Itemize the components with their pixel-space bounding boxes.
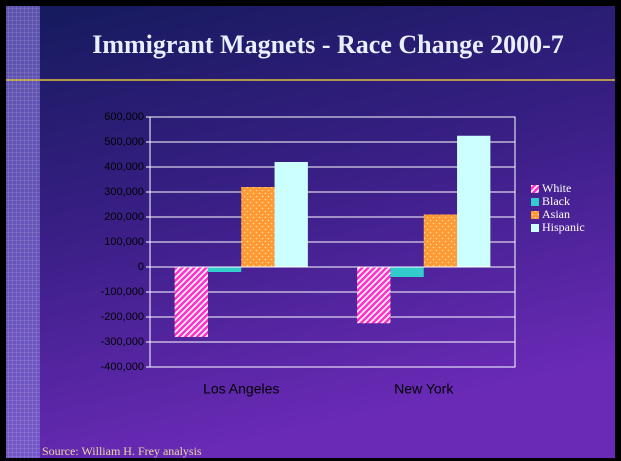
legend-swatch — [531, 185, 539, 193]
bar — [241, 187, 275, 267]
bar — [207, 267, 242, 272]
legend-label: Hispanic — [542, 220, 585, 234]
legend-label: Black — [542, 194, 570, 208]
y-tick-label: 600,000 — [104, 111, 144, 123]
plot-frame — [149, 116, 516, 368]
y-tick-label: 200,000 — [104, 211, 144, 223]
background — [6, 6, 615, 458]
y-tick-label: -100,000 — [101, 286, 144, 298]
side-strip — [6, 6, 40, 458]
y-tick-label: -200,000 — [101, 311, 144, 323]
bar — [390, 267, 424, 277]
x-tick-label: Los Angeles — [203, 381, 279, 397]
legend-label: White — [542, 181, 571, 195]
slide-title: Immigrant Magnets - Race Change 2000-7 — [92, 30, 564, 59]
legend-label: Asian — [542, 207, 570, 221]
bar — [457, 135, 491, 267]
bar — [274, 162, 308, 267]
legend-swatch — [531, 198, 539, 206]
x-tick-label: New York — [394, 381, 454, 397]
source-note: Source: William H. Frey analysis — [42, 444, 202, 458]
bar — [357, 267, 391, 324]
legend-swatch — [531, 224, 539, 232]
y-tick-label: -400,000 — [101, 361, 144, 373]
y-tick-label: -300,000 — [101, 336, 144, 348]
chart: -400,000 -300,000 -200,000 -100,000 0 100,000… — [101, 111, 585, 397]
legend-swatch — [531, 211, 539, 219]
y-tick-label: 400,000 — [104, 161, 144, 173]
y-tick-label: 500,000 — [104, 136, 144, 148]
bar — [423, 214, 458, 267]
y-tick-label: 0 — [138, 261, 144, 273]
y-tick-label: 100,000 — [104, 236, 144, 248]
bar — [174, 267, 208, 337]
y-tick-label: 300,000 — [104, 186, 144, 198]
